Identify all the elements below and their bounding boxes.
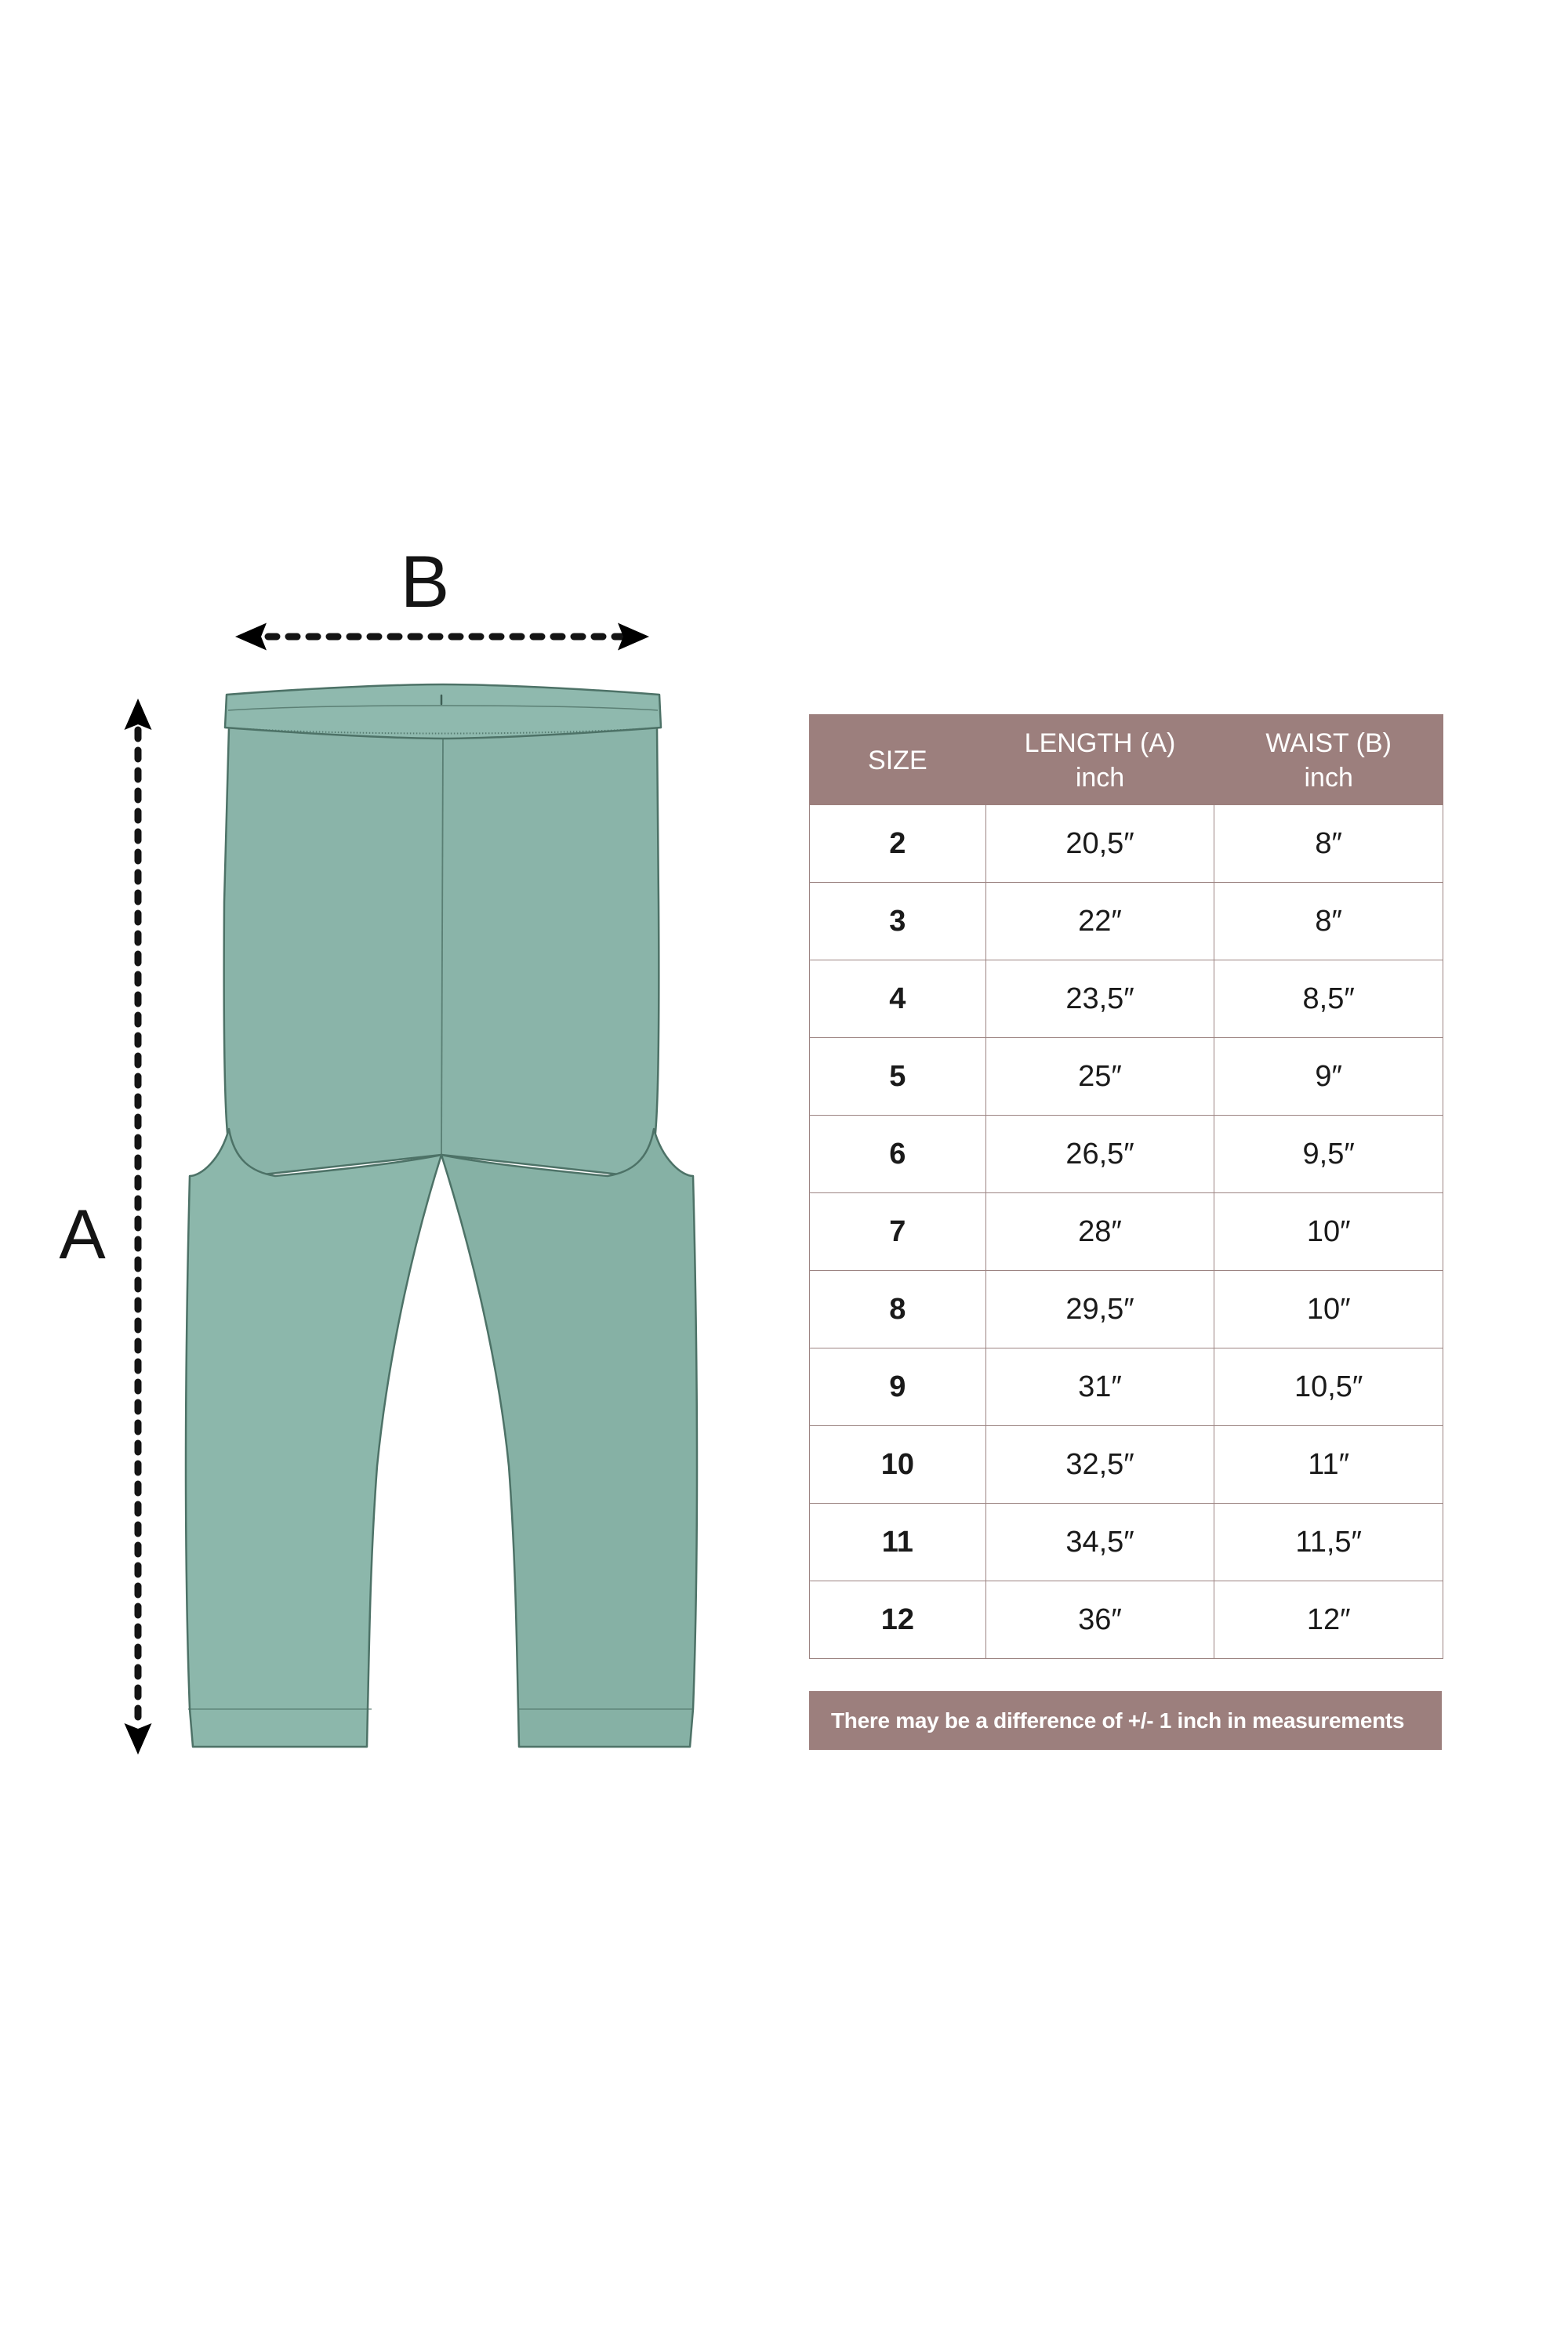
svg-text:B: B bbox=[401, 540, 450, 622]
svg-text:A: A bbox=[59, 1195, 106, 1273]
